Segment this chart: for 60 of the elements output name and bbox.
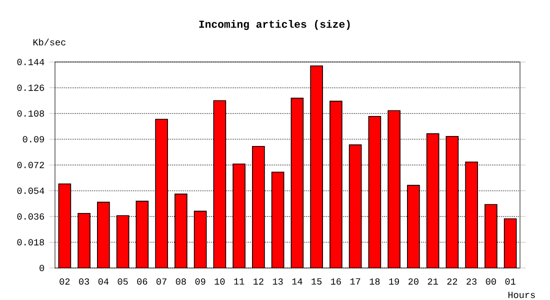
y-tick-label: 0.036: [17, 213, 44, 220]
bar: [97, 202, 110, 268]
x-tick-label: 16: [331, 278, 341, 285]
bar: [368, 116, 382, 268]
bar: [252, 146, 265, 268]
y-tick-label: 0.126: [17, 84, 44, 91]
x-tick-label: 23: [466, 278, 477, 285]
x-tick-label: 10: [214, 278, 225, 285]
x-tick-label: 11: [234, 278, 244, 284]
x-axis-title: Hours: [508, 292, 535, 298]
bar: [330, 100, 342, 268]
x-tick-label: 20: [408, 278, 418, 285]
bar: [136, 200, 149, 268]
bar: [78, 212, 90, 268]
x-tick-label: 00: [486, 278, 496, 285]
y-tick-label: 0.144: [17, 58, 44, 66]
y-tick-label: 0: [40, 264, 44, 272]
x-tick-label: 03: [79, 278, 90, 285]
x-tick-label: 06: [137, 278, 148, 285]
x-tick-label: 15: [312, 278, 322, 285]
bar: [232, 164, 246, 268]
x-tick-label: 07: [156, 278, 166, 285]
bar: [271, 172, 284, 268]
bar: [174, 194, 188, 268]
bar: [465, 162, 478, 268]
x-tick-label: 17: [350, 278, 360, 284]
y-axis-title: Kb/sec: [33, 38, 66, 46]
x-tick-label: 05: [118, 278, 128, 285]
x-tick-label: 08: [176, 278, 186, 285]
bar: [310, 65, 323, 268]
x-tick-label: 12: [254, 278, 264, 285]
chart-title: Incoming articles (size): [199, 20, 350, 30]
bar: [504, 218, 517, 268]
bar: [116, 215, 130, 268]
y-tick-label: 0.09: [22, 136, 44, 142]
bar: [426, 133, 440, 268]
bar: [484, 204, 498, 268]
y-tick-label: 0.072: [17, 162, 44, 168]
bar: [446, 136, 459, 268]
y-tick-label: 0.018: [17, 239, 44, 246]
x-tick-label: 21: [428, 278, 438, 285]
x-tick-label: 01: [505, 278, 516, 285]
x-tick-label: 14: [292, 278, 302, 284]
y-tick-label: 0.108: [17, 110, 44, 117]
y-tick-label: 0.054: [17, 188, 44, 194]
x-tick-label: 19: [389, 278, 400, 285]
bar: [213, 100, 226, 268]
x-tick-label: 04: [98, 278, 109, 285]
x-tick-label: 18: [370, 278, 380, 285]
x-tick-label: 02: [60, 278, 70, 285]
bar: [388, 110, 400, 268]
bar: [194, 211, 206, 268]
bar: [407, 184, 420, 268]
bar: [348, 144, 362, 268]
x-tick-label: 22: [447, 278, 458, 285]
x-tick-label: 09: [195, 278, 206, 285]
bar: [155, 118, 168, 268]
x-tick-label: 13: [272, 278, 283, 285]
bar: [58, 183, 72, 268]
bar: [290, 98, 304, 268]
